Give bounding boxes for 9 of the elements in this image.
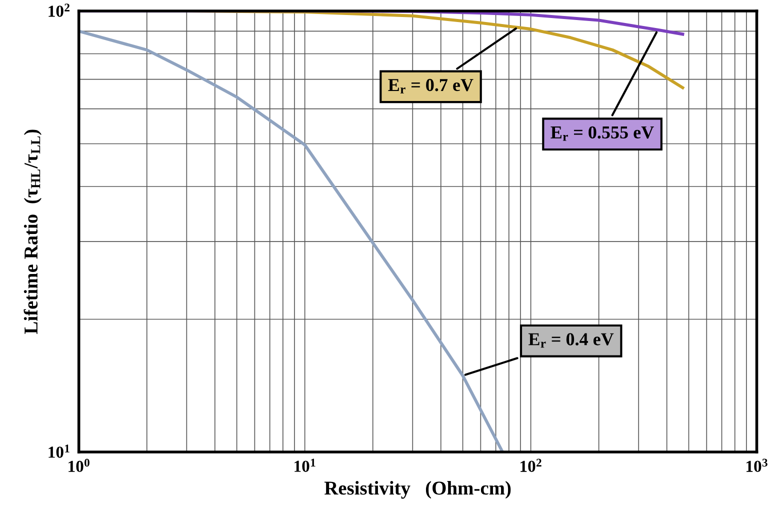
- x-tick-label: 10$^{2}$: [520, 458, 542, 472]
- annotation: E$_{r}$ = 0.7 eV: [388, 78, 474, 94]
- y-axis-title: Lifetime Ratio (τ$_{HL}$/τ$_{LL}$): [24, 130, 42, 334]
- annotation: E$_{r}$ = 0.555 eV: [550, 126, 654, 141]
- x-tick-label: 10$^{0}$: [68, 458, 90, 472]
- x-tick-label: 10$^{3}$: [746, 458, 768, 472]
- x-axis-title: Resistivity (Ohm-cm): [324, 481, 511, 499]
- x-tick-label: 10$^{1}$: [294, 458, 316, 472]
- annotation: E$_{r}$ = 0.4 eV: [528, 333, 614, 348]
